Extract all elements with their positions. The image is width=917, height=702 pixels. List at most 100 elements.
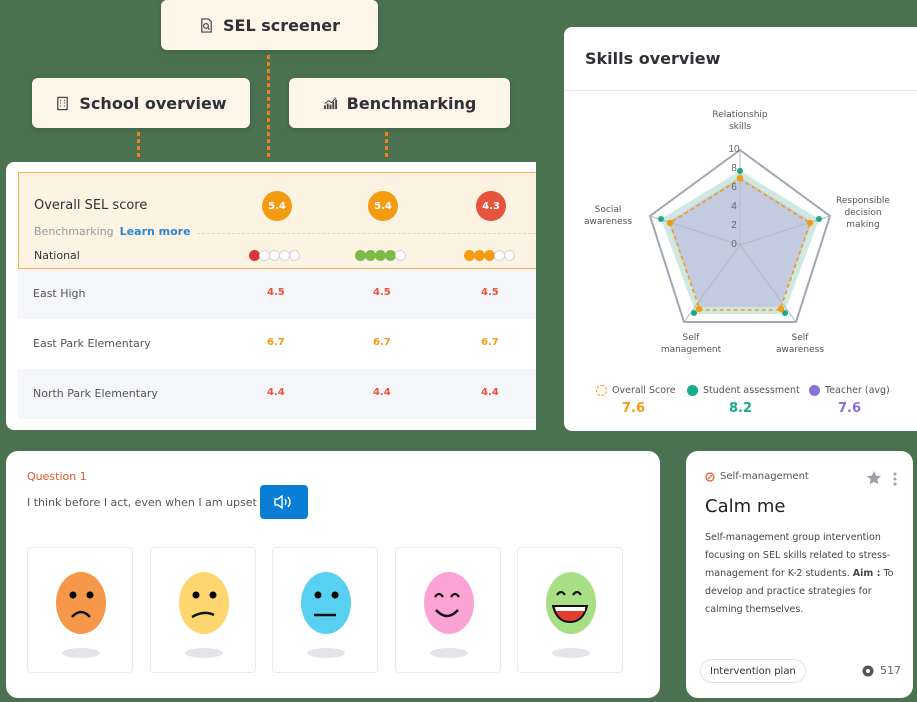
- svg-text:8: 8: [731, 163, 737, 174]
- building-icon: [57, 96, 69, 110]
- table-row[interactable]: East Park Elementary 6.7 6.7 6.7: [18, 319, 536, 369]
- answer-option-sad[interactable]: [150, 547, 256, 673]
- score-value: 4.5: [267, 287, 285, 298]
- axis-label-self-management: Self management: [660, 333, 722, 355]
- legend-student-assessment: Student assessment: [687, 385, 800, 396]
- school-overview-label: School overview: [79, 93, 227, 113]
- intervention-plan-pill[interactable]: Intervention plan: [700, 659, 806, 683]
- dashed-circle-icon: [596, 385, 607, 396]
- score-badge: 4.3: [476, 191, 506, 221]
- divider: [197, 233, 536, 234]
- benchmarking-tag[interactable]: Benchmarking: [289, 78, 510, 128]
- eye-icon: [862, 665, 874, 676]
- legend-label: Student assessment: [703, 385, 800, 396]
- view-count-value: 517: [880, 664, 901, 677]
- intervention-title: Calm me: [705, 496, 786, 517]
- school-score-table: Overall SEL score Benchmarking Learn more…: [6, 162, 536, 430]
- score-value: 4.5: [373, 287, 391, 298]
- benchmark-dots: [464, 250, 515, 261]
- shadow: [185, 648, 223, 658]
- svg-text:0: 0: [731, 239, 737, 250]
- document-search-icon: [201, 17, 212, 33]
- speaker-icon: [274, 494, 291, 510]
- sel-screener-label: SEL screener: [223, 15, 340, 35]
- connector-line: [385, 132, 388, 158]
- school-name: East High: [33, 287, 86, 300]
- overall-sel-score-label: Overall SEL score: [34, 198, 148, 213]
- question-number: Question 1: [27, 470, 87, 483]
- svg-text:4: 4: [731, 201, 737, 212]
- very-sad-face-icon: [56, 572, 106, 634]
- axis-label-responsible-decision-making: Responsible decision making: [836, 196, 890, 230]
- answer-option-neutral[interactable]: [272, 547, 378, 673]
- connector-line: [267, 55, 270, 158]
- school-overview-tag[interactable]: School overview: [32, 78, 250, 128]
- score-value: 6.7: [481, 337, 499, 348]
- national-label: National: [34, 249, 80, 262]
- legend-label: Overall Score: [612, 385, 676, 396]
- svg-text:2: 2: [731, 220, 737, 231]
- very-happy-face-icon: [546, 572, 596, 634]
- legend-label: Teacher (avg): [825, 385, 890, 396]
- score-value: 6.7: [373, 337, 391, 348]
- overall-score-value: 7.6: [622, 401, 646, 416]
- bar-chart-icon: [323, 97, 337, 109]
- benchmarking-label: Benchmarking: [346, 93, 477, 113]
- score-value: 6.7: [267, 337, 285, 348]
- happy-face-icon: [424, 572, 474, 634]
- view-count: 517: [862, 664, 901, 677]
- overall-sel-score-header: Overall SEL score Benchmarking Learn more…: [18, 172, 536, 269]
- benchmark-dots: [355, 250, 406, 261]
- neutral-face-icon: [301, 572, 351, 634]
- answer-option-very-happy[interactable]: [517, 547, 623, 673]
- radar-chart: 10 8 6 4 2 0: [648, 144, 832, 323]
- axis-label-relationship-skills: Relationship skills: [712, 110, 768, 132]
- sel-screener-tag[interactable]: SEL screener: [161, 0, 378, 50]
- legend-teacher-avg: Teacher (avg): [809, 385, 890, 396]
- answer-option-very-sad[interactable]: [27, 547, 133, 673]
- score-badge: 5.4: [368, 191, 398, 221]
- school-name: East Park Elementary: [33, 337, 151, 350]
- student-assessment-value: 8.2: [729, 401, 753, 416]
- table-row[interactable]: East High 4.5 4.5 4.5: [18, 269, 536, 319]
- intervention-description: Self-management group intervention focus…: [705, 529, 905, 619]
- sad-face-icon: [179, 572, 229, 634]
- answer-option-happy[interactable]: [395, 547, 501, 673]
- svg-text:6: 6: [731, 182, 737, 193]
- score-value: 4.4: [267, 387, 285, 398]
- score-value: 4.4: [373, 387, 391, 398]
- question-card: Question 1 I think before I act, even wh…: [6, 451, 660, 698]
- self-management-icon: [705, 471, 715, 482]
- benchmarking-row-label: Benchmarking Learn more: [34, 225, 191, 238]
- shadow: [552, 648, 590, 658]
- score-value: 4.5: [481, 287, 499, 298]
- dot-icon: [687, 385, 698, 396]
- intervention-card[interactable]: Self-management Calm me Self-management …: [686, 451, 913, 698]
- aim-text: To develop and practice strategies for c…: [705, 568, 894, 615]
- score-value: 4.4: [481, 387, 499, 398]
- shadow: [307, 648, 345, 658]
- category-label: Self-management: [705, 471, 809, 482]
- score-badge: 5.4: [262, 191, 292, 221]
- skills-overview-card: Skills overview 10 8: [564, 27, 917, 431]
- aim-label: Aim :: [852, 568, 881, 579]
- teacher-avg-value: 7.6: [838, 401, 862, 416]
- table-row[interactable]: North Park Elementary 4.4 4.4 4.4: [18, 369, 536, 419]
- axis-label-social-awareness: Social awareness: [583, 205, 633, 227]
- question-text: I think before I act, even when I am ups…: [27, 496, 257, 509]
- play-audio-button[interactable]: [260, 485, 308, 519]
- benchmarking-text: Benchmarking: [34, 225, 114, 238]
- connector-line: [137, 132, 140, 158]
- skills-overview-title: Skills overview: [585, 49, 721, 68]
- benchmark-dots: [249, 250, 300, 261]
- star-icon[interactable]: [866, 470, 882, 486]
- shadow: [430, 648, 468, 658]
- legend-overall-score: Overall Score: [596, 385, 676, 396]
- more-options-icon[interactable]: [892, 471, 898, 487]
- school-name: North Park Elementary: [33, 387, 158, 400]
- axis-label-self-awareness: Self awareness: [775, 333, 825, 355]
- category-text: Self-management: [720, 471, 809, 482]
- dot-icon: [809, 385, 820, 396]
- learn-more-link[interactable]: Learn more: [119, 225, 191, 238]
- svg-text:10: 10: [728, 144, 740, 155]
